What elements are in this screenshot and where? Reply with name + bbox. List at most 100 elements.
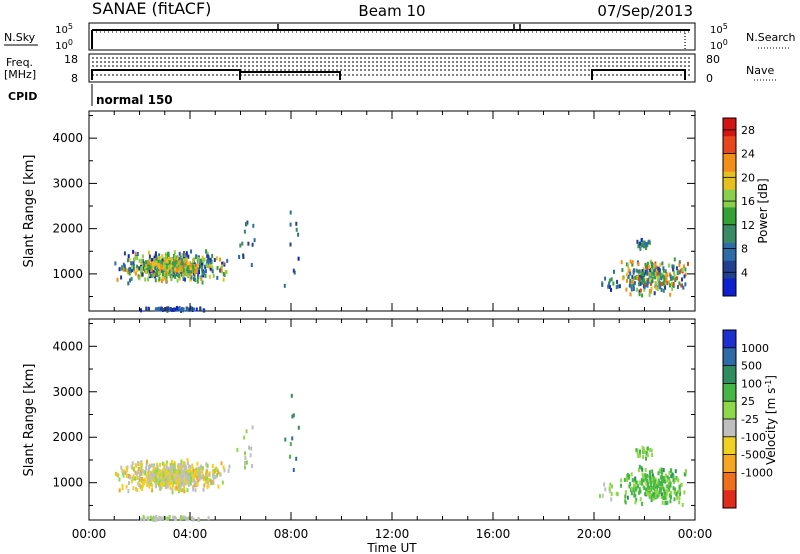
velocity-data-point <box>154 482 157 487</box>
velocity-data-point <box>635 497 638 502</box>
velocity-data-point <box>196 476 199 480</box>
velocity-data-point <box>633 489 636 494</box>
power-data-point <box>216 275 219 280</box>
power-data-point <box>136 264 139 269</box>
power-data-point <box>666 281 669 286</box>
velocity-data-point <box>649 472 652 477</box>
velocity-data-point <box>194 480 197 485</box>
velocity-colorbar-segment <box>723 347 736 366</box>
search-tick-bottom: 100 <box>710 38 728 52</box>
velocity-data-point <box>186 458 189 463</box>
power-data-point <box>681 268 684 272</box>
power-data-point <box>148 264 151 269</box>
power-data-point <box>201 262 203 267</box>
velocity-data-point <box>646 446 649 451</box>
velocity-data-point <box>601 493 604 498</box>
time-tick-label: 00:00 <box>72 527 107 541</box>
tick-exponent: 0 <box>68 38 73 47</box>
power-data-point <box>167 267 169 272</box>
power-data-point <box>646 271 649 276</box>
power-data-point <box>651 271 654 276</box>
velocity-data-point <box>139 470 142 475</box>
power-data-point <box>222 277 225 282</box>
velocity-data-point <box>128 473 130 478</box>
power-data-point <box>636 276 639 280</box>
velocity-data-point <box>161 461 164 466</box>
power-data-point <box>158 265 161 270</box>
power-data-point <box>170 269 173 274</box>
velocity-data-point <box>676 495 679 500</box>
freq-segment <box>591 69 686 80</box>
velocity-data-point <box>172 482 175 487</box>
power-data-point <box>659 262 662 267</box>
power-data-point <box>640 275 643 280</box>
power-data-point <box>158 253 161 258</box>
power-data-point <box>668 280 671 285</box>
power-data-point <box>613 269 615 274</box>
power-data-point <box>154 307 157 312</box>
velocity-colorbar-tick-label: 100 <box>741 377 762 390</box>
power-data-point <box>169 268 172 273</box>
velocity-data-point <box>648 485 651 490</box>
velocity-data-point <box>673 490 676 495</box>
velocity-data-point <box>668 487 671 492</box>
velocity-data-point <box>142 514 145 519</box>
velocity-data-point <box>191 463 194 468</box>
power-data-point <box>181 267 184 272</box>
velocity-data-point <box>640 481 643 486</box>
power-colorbar-tick-label: 8 <box>741 243 748 256</box>
power-data-point <box>184 270 187 275</box>
velocity-data-point <box>668 485 671 490</box>
velocity-data-point <box>183 462 186 466</box>
velocity-data-point <box>194 470 197 475</box>
velocity-data-point <box>244 461 246 465</box>
velocity-data-point <box>148 484 151 489</box>
velocity-colorbar-segment <box>723 436 736 455</box>
power-data-point <box>247 241 250 246</box>
velocity-data-point <box>144 470 147 475</box>
power-data-point <box>164 265 167 270</box>
power-data-point <box>167 257 170 261</box>
velocity-data-point <box>134 476 137 481</box>
power-data-point <box>241 241 244 246</box>
velocity-data-point <box>651 453 654 458</box>
velocity-data-point <box>177 467 180 472</box>
velocity-data-point <box>620 483 622 488</box>
power-colorbar-tick-label: 12 <box>741 219 755 232</box>
velocity-data-point <box>639 489 642 494</box>
power-data-point <box>159 271 161 276</box>
power-data-point <box>156 269 159 274</box>
power-data-point <box>649 289 652 294</box>
power-colorbar-segment <box>723 242 736 261</box>
velocity-data-point <box>291 436 294 441</box>
power-data-point <box>297 232 300 237</box>
velocity-data-point <box>165 517 168 521</box>
power-data-point <box>202 308 205 313</box>
velocity-data-point <box>195 483 198 488</box>
power-data-point <box>168 270 170 275</box>
velocity-data-point <box>672 486 675 491</box>
velocity-data-point <box>609 489 611 494</box>
power-y-axis: 1000 2000 3000 4000 <box>52 115 695 298</box>
power-data-point <box>672 284 675 288</box>
power-data-point <box>625 287 628 292</box>
power-data-point <box>297 256 300 261</box>
freq-tick-bottom: 8 <box>71 72 78 85</box>
velocity-data-point <box>658 490 661 495</box>
power-data-point <box>643 278 646 283</box>
power-data-point <box>192 260 195 264</box>
power-data-point <box>643 272 646 277</box>
power-data-point <box>665 274 667 278</box>
power-data-point <box>654 263 657 268</box>
power-data-point <box>672 264 675 269</box>
power-data-point <box>131 262 134 267</box>
velocity-data-point <box>189 468 191 473</box>
velocity-data-point <box>673 478 676 483</box>
power-data-point <box>627 263 629 268</box>
velocity-data-point <box>178 468 181 472</box>
velocity-data-point <box>151 483 154 488</box>
power-data-point <box>209 266 212 271</box>
velocity-data-point <box>183 489 186 494</box>
velocity-data-point <box>197 516 200 521</box>
velocity-data-point <box>624 500 627 505</box>
